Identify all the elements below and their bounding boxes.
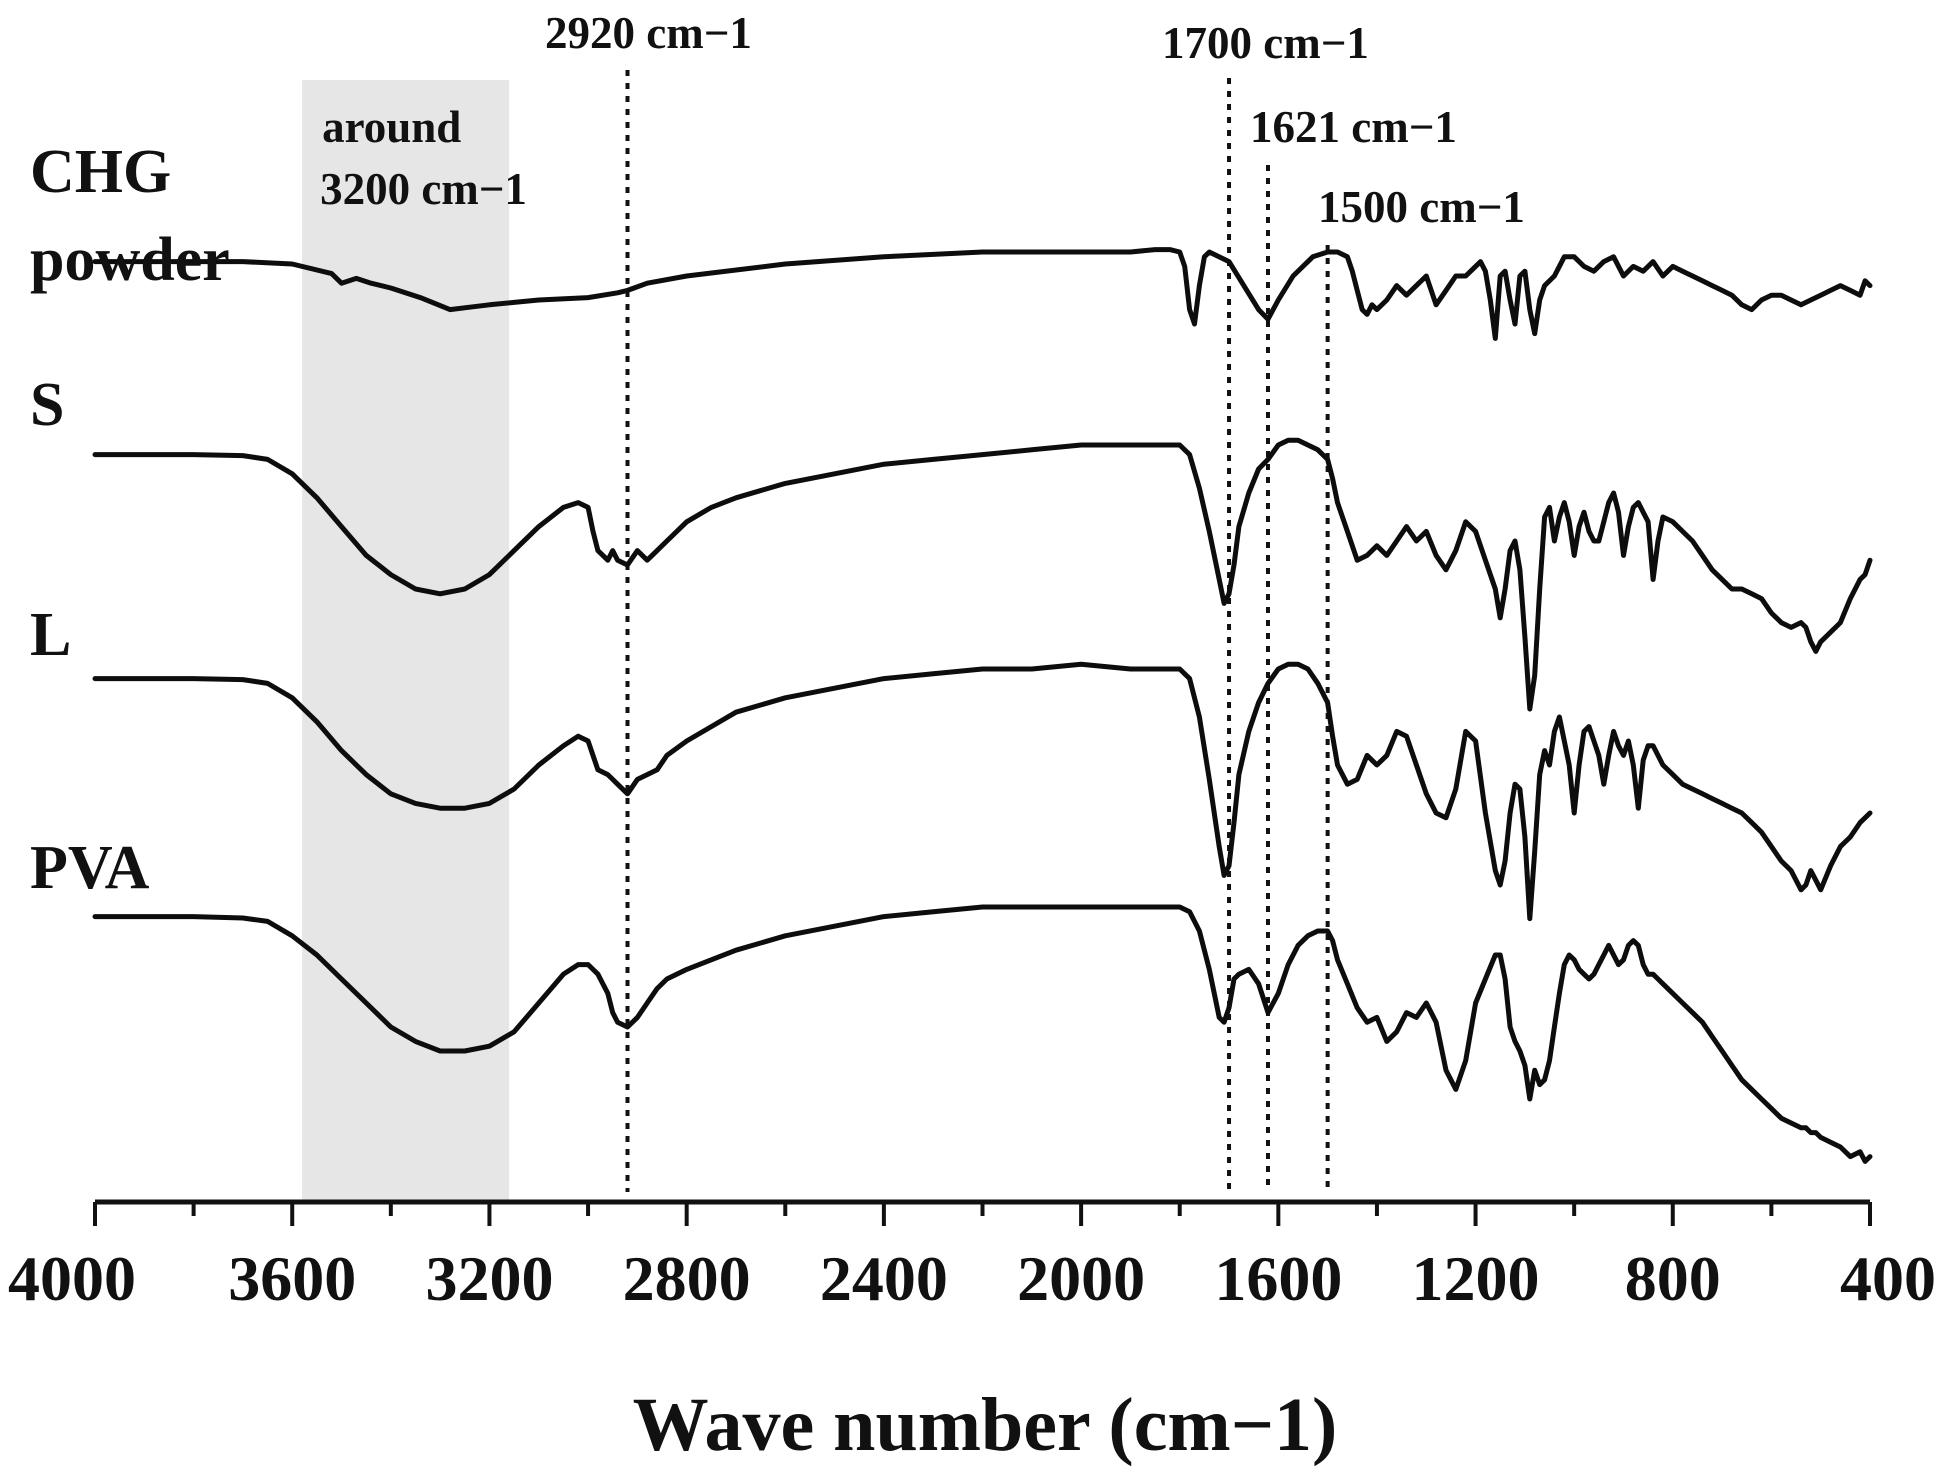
trace-l [92,661,1873,922]
x-tick-label-400: 400 [1840,1243,1936,1314]
spectra [92,247,1873,1164]
x-tick-label-3200: 3200 [425,1243,553,1314]
series-label-l: L [30,601,71,669]
marker-label-1621: 1621 cm−1 [1250,102,1457,152]
marker-lines: 2920 cm−1 1700 cm−1 1621 cm−1 1500 cm−1 [545,8,1525,1192]
x-tick-label-2400: 2400 [820,1243,948,1314]
trace-s [92,437,1873,712]
x-tick-label-2800: 2800 [623,1243,751,1314]
series-label-pva: PVA [30,834,150,902]
series-label-s: S [30,371,64,439]
marker-label-2920: 2920 cm−1 [545,8,752,58]
x-tick-label-4000: 4000 [8,1243,136,1314]
highlight-band [302,80,510,1202]
series-label-chg-powder: CHG [30,138,171,206]
x-tick-label-1600: 1600 [1214,1243,1342,1314]
x-tick-label-3600: 3600 [228,1243,356,1314]
trace-pva [92,904,1873,1164]
x-tick-label-2000: 2000 [1017,1243,1145,1314]
marker-label-1500: 1500 cm−1 [1318,182,1525,232]
x-axis-title: Wave number (cm−1) [633,1383,1338,1467]
x-axis-ticks: 4000 3600 3200 2800 2400 2000 1600 1200 800 400 [8,1202,1936,1314]
marker-label-1700: 1700 cm−1 [1162,18,1369,68]
x-tick-label-1200: 1200 [1412,1243,1540,1314]
trace-chg-powder [92,247,1873,341]
series-label-chg-powder-line2: powder [30,226,230,294]
band-label-line2: 3200 cm−1 [320,164,527,214]
series-labels: CHG powder S L PVA [30,138,230,902]
band-label-line1: around [322,102,461,152]
x-tick-label-800: 800 [1625,1243,1721,1314]
